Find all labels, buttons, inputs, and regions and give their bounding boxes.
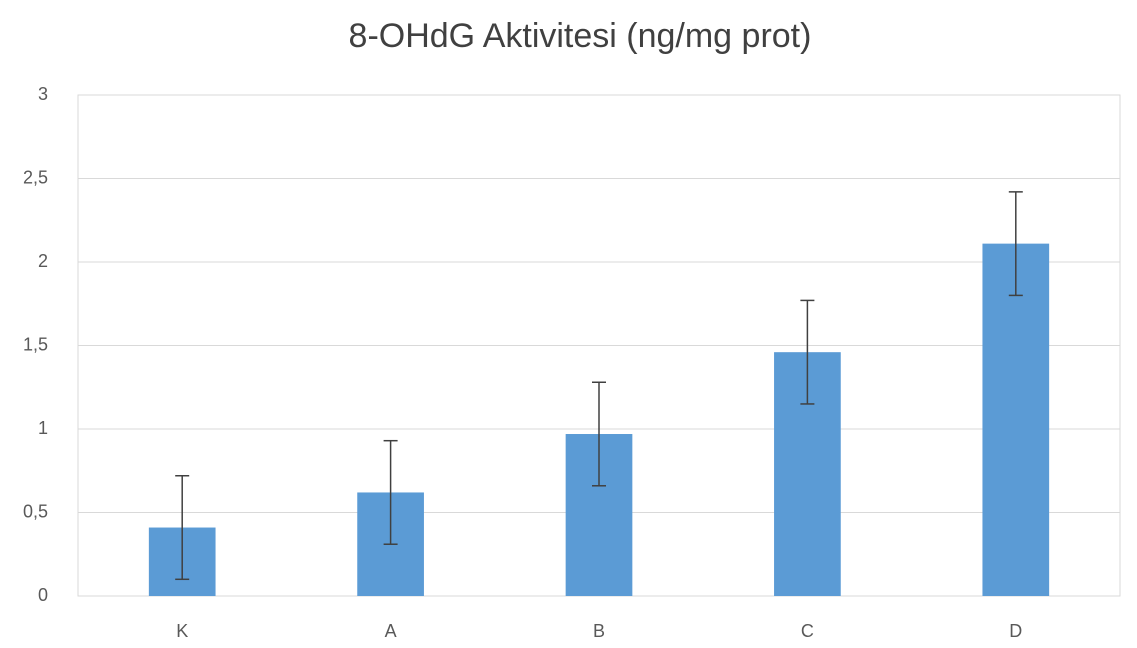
error-bar bbox=[175, 475, 190, 581]
error-bar bbox=[800, 299, 815, 405]
y-tick-label: 2,5 bbox=[23, 167, 48, 187]
x-tick-label: C bbox=[801, 621, 814, 641]
x-tick-label: D bbox=[1009, 621, 1022, 641]
y-tick-label: 3 bbox=[38, 84, 48, 104]
error-bar bbox=[592, 381, 606, 487]
y-tick-label: 1 bbox=[38, 418, 48, 438]
error-bar bbox=[1008, 191, 1023, 297]
x-tick-label: A bbox=[385, 621, 397, 641]
y-tick-label: 0 bbox=[38, 585, 48, 605]
x-tick-label: B bbox=[593, 621, 605, 641]
y-tick-label: 1,5 bbox=[23, 334, 48, 354]
bar bbox=[982, 243, 1050, 596]
y-tick-label: 0,5 bbox=[23, 501, 48, 521]
y-tick-label: 2 bbox=[38, 251, 48, 271]
x-tick-label: K bbox=[176, 621, 188, 641]
error-bar bbox=[383, 439, 398, 545]
chart-title: 8-OHdG Aktivitesi (ng/mg prot) bbox=[349, 17, 812, 55]
